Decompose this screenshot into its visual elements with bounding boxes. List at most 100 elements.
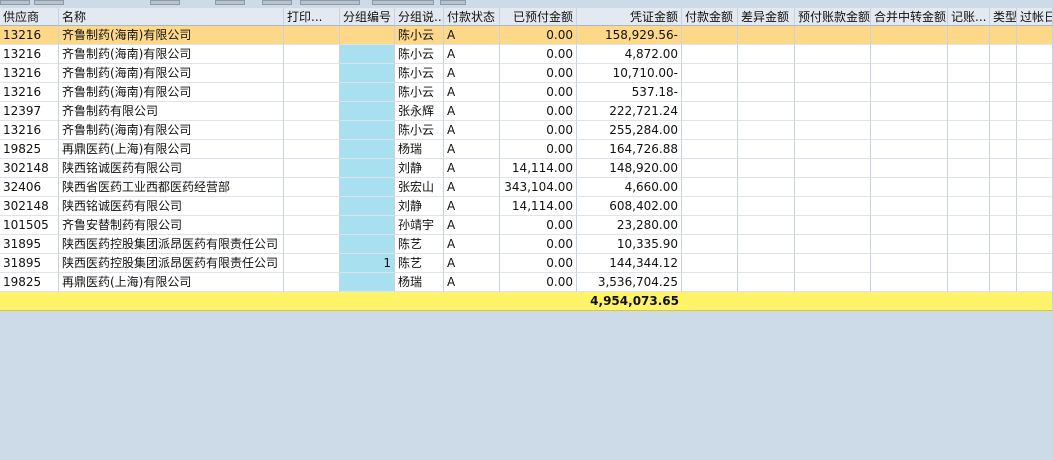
- cell[interactable]: 0.00: [500, 26, 577, 45]
- cell[interactable]: [990, 216, 1017, 235]
- cell[interactable]: 13216: [0, 64, 59, 83]
- cell[interactable]: [871, 45, 948, 64]
- column-header[interactable]: 分组说...: [395, 8, 444, 26]
- cell[interactable]: [871, 83, 948, 102]
- cell[interactable]: 陈小云: [395, 121, 444, 140]
- cell[interactable]: 再鼎医药(上海)有限公司: [59, 140, 284, 159]
- cell[interactable]: [284, 273, 340, 292]
- cell[interactable]: 齐鲁安替制药有限公司: [59, 216, 284, 235]
- cell[interactable]: [682, 121, 738, 140]
- cell[interactable]: [948, 121, 990, 140]
- cell[interactable]: 19825: [0, 273, 59, 292]
- cell[interactable]: 齐鲁制药有限公司: [59, 102, 284, 121]
- cell[interactable]: 14,114.00: [500, 197, 577, 216]
- cell[interactable]: [795, 140, 871, 159]
- cell[interactable]: [948, 102, 990, 121]
- cell[interactable]: A: [444, 216, 500, 235]
- cell[interactable]: [871, 26, 948, 45]
- cell[interactable]: [948, 45, 990, 64]
- cell[interactable]: [795, 216, 871, 235]
- cell[interactable]: 12397: [0, 102, 59, 121]
- cell[interactable]: [1017, 178, 1053, 197]
- cell[interactable]: 101505: [0, 216, 59, 235]
- toolbar[interactable]: [34, 0, 64, 5]
- cell[interactable]: 0.00: [500, 64, 577, 83]
- cell[interactable]: [682, 45, 738, 64]
- cell[interactable]: 0.00: [500, 216, 577, 235]
- column-header[interactable]: 付款金额: [682, 8, 738, 26]
- cell[interactable]: [284, 197, 340, 216]
- cell[interactable]: [990, 235, 1017, 254]
- cell[interactable]: [738, 64, 795, 83]
- cell[interactable]: [738, 121, 795, 140]
- column-header[interactable]: 预付账款金额: [795, 8, 871, 26]
- cell[interactable]: [738, 102, 795, 121]
- cell[interactable]: [738, 83, 795, 102]
- cell[interactable]: [1017, 159, 1053, 178]
- cell[interactable]: [948, 26, 990, 45]
- toolbar[interactable]: [0, 0, 30, 5]
- cell[interactable]: [871, 235, 948, 254]
- cell[interactable]: [738, 159, 795, 178]
- cell[interactable]: [284, 140, 340, 159]
- cell[interactable]: 杨瑞: [395, 273, 444, 292]
- cell[interactable]: [340, 26, 395, 45]
- cell[interactable]: [871, 159, 948, 178]
- cell[interactable]: [795, 235, 871, 254]
- cell[interactable]: [284, 159, 340, 178]
- cell[interactable]: A: [444, 254, 500, 273]
- cell[interactable]: [795, 64, 871, 83]
- cell[interactable]: [990, 45, 1017, 64]
- cell[interactable]: [1017, 26, 1053, 45]
- cell[interactable]: [340, 235, 395, 254]
- cell[interactable]: 0.00: [500, 121, 577, 140]
- toolbar[interactable]: [150, 0, 180, 5]
- cell[interactable]: [871, 64, 948, 83]
- column-header[interactable]: 分组编号: [340, 8, 395, 26]
- cell[interactable]: [682, 26, 738, 45]
- cell[interactable]: [1017, 216, 1053, 235]
- cell[interactable]: 537.18-: [577, 83, 682, 102]
- cell[interactable]: 13216: [0, 45, 59, 64]
- cell[interactable]: 222,721.24: [577, 102, 682, 121]
- cell[interactable]: [682, 83, 738, 102]
- cell[interactable]: 陕西医药控股集团派昂医药有限责任公司: [59, 235, 284, 254]
- cell[interactable]: [1017, 102, 1053, 121]
- toolbar[interactable]: [372, 0, 434, 5]
- cell[interactable]: [1017, 235, 1053, 254]
- cell[interactable]: [1017, 273, 1053, 292]
- cell[interactable]: [284, 121, 340, 140]
- cell[interactable]: 陕西铭诚医药有限公司: [59, 159, 284, 178]
- cell[interactable]: [738, 26, 795, 45]
- cell[interactable]: 302148: [0, 159, 59, 178]
- cell[interactable]: 343,104.00: [500, 178, 577, 197]
- cell[interactable]: [948, 216, 990, 235]
- cell[interactable]: [340, 197, 395, 216]
- cell[interactable]: 陈小云: [395, 64, 444, 83]
- cell[interactable]: A: [444, 178, 500, 197]
- cell[interactable]: [795, 121, 871, 140]
- column-header[interactable]: 过帐日: [1017, 8, 1053, 26]
- cell[interactable]: 13216: [0, 26, 59, 45]
- cell[interactable]: [340, 273, 395, 292]
- cell[interactable]: [795, 45, 871, 64]
- cell[interactable]: 608,402.00: [577, 197, 682, 216]
- cell[interactable]: [948, 140, 990, 159]
- cell[interactable]: [795, 102, 871, 121]
- cell[interactable]: [990, 273, 1017, 292]
- cell[interactable]: [738, 140, 795, 159]
- cell[interactable]: A: [444, 26, 500, 45]
- cell[interactable]: [284, 254, 340, 273]
- cell[interactable]: [948, 254, 990, 273]
- cell[interactable]: [990, 197, 1017, 216]
- cell[interactable]: [1017, 45, 1053, 64]
- cell[interactable]: [990, 64, 1017, 83]
- cell[interactable]: [738, 235, 795, 254]
- cell[interactable]: [682, 216, 738, 235]
- cell[interactable]: A: [444, 235, 500, 254]
- cell[interactable]: 13216: [0, 121, 59, 140]
- cell[interactable]: 148,920.00: [577, 159, 682, 178]
- cell[interactable]: [284, 64, 340, 83]
- cell[interactable]: 陕西省医药工业西都医药经营部: [59, 178, 284, 197]
- cell[interactable]: A: [444, 45, 500, 64]
